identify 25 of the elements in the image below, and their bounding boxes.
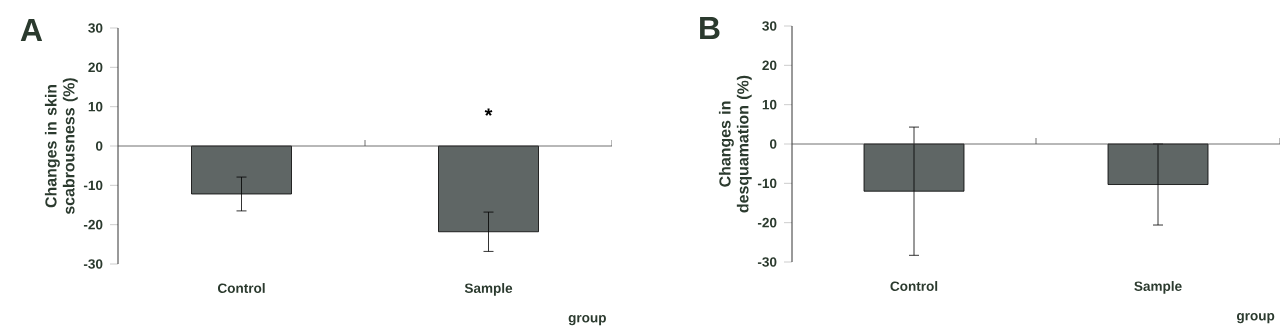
chart-title: B <box>700 17 720 40</box>
y-tick-label: 30 <box>88 23 103 33</box>
y-tick-label: 10 <box>762 99 777 110</box>
annotation: * <box>484 108 493 116</box>
y-tick-label: -30 <box>83 259 103 269</box>
y-tick-label: -20 <box>757 217 777 228</box>
y-tick-label: -30 <box>757 257 777 267</box>
y-tick-label: 30 <box>762 21 777 31</box>
y-tick-label: 20 <box>88 62 103 73</box>
y-tick-label: -20 <box>83 219 103 230</box>
x-axis-title: group <box>568 315 606 326</box>
chart-title: A <box>20 19 43 42</box>
x-tick-label: Control <box>890 281 938 291</box>
x-tick-label: Sample <box>464 283 513 296</box>
y-tick-label: 10 <box>88 101 103 112</box>
y-tick-label: 0 <box>769 139 777 149</box>
x-tick-label: Sample <box>1134 281 1182 294</box>
x-axis-title: group <box>1236 313 1275 324</box>
y-tick-label: -10 <box>757 178 777 189</box>
y-axis-title: Changes in skin scabrousness (%) <box>44 78 78 215</box>
y-axis-title: Changes in desquamation (%) <box>718 75 752 213</box>
y-tick-label: -10 <box>83 180 103 191</box>
y-tick-label: 20 <box>762 60 777 71</box>
x-tick-label: Control <box>217 283 265 293</box>
y-tick-label: 0 <box>95 141 103 151</box>
